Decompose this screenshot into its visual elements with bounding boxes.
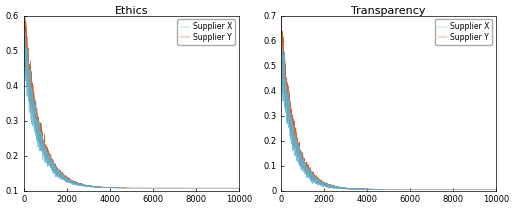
Supplier Y [291, 142, 297, 144]
Supplier Y [320, 184, 327, 187]
Supplier Y [33, 109, 40, 112]
Supplier X [193, 187, 199, 189]
Supplier Y [225, 187, 231, 189]
Supplier Y [126, 187, 132, 189]
Legend: Supplier X, Supplier Y: Supplier X, Supplier Y [435, 19, 492, 45]
Supplier Y [383, 188, 389, 190]
Supplier Y [22, 22, 28, 25]
Supplier X [287, 124, 293, 127]
Line: Supplier X: Supplier X [24, 24, 239, 188]
Supplier Y [29, 103, 36, 106]
Title: Transparency: Transparency [352, 5, 426, 16]
Supplier X [278, 62, 284, 64]
Line: Supplier X: Supplier X [281, 35, 496, 189]
Supplier Y [236, 187, 242, 189]
Supplier X [33, 118, 40, 120]
Supplier X [383, 188, 389, 190]
Supplier Y [278, 38, 284, 41]
Supplier X [21, 23, 27, 25]
Supplier X [279, 60, 285, 63]
Legend: Supplier X, Supplier Y: Supplier X, Supplier Y [177, 19, 235, 45]
Supplier Y [279, 33, 285, 35]
Line: Supplier Y: Supplier Y [281, 15, 496, 189]
Supplier Y [21, 20, 27, 22]
Supplier X [236, 187, 242, 189]
Supplier Y [278, 14, 284, 16]
Supplier X [22, 50, 28, 52]
Supplier X [63, 180, 69, 182]
Supplier X [482, 188, 488, 191]
Supplier Y [197, 187, 203, 189]
Supplier X [353, 188, 359, 191]
Line: Supplier Y: Supplier Y [24, 0, 239, 188]
Supplier Y [482, 188, 488, 191]
Supplier X [320, 185, 327, 187]
Supplier X [21, 22, 27, 25]
Supplier X [278, 34, 284, 37]
Supplier X [493, 188, 500, 191]
Supplier Y [63, 178, 69, 180]
Supplier Y [493, 188, 500, 191]
Supplier Y [287, 118, 293, 121]
Supplier X [29, 120, 36, 123]
Supplier X [291, 149, 297, 152]
Supplier Y [347, 188, 353, 191]
Supplier X [126, 187, 132, 189]
Title: Ethics: Ethics [114, 5, 148, 16]
Supplier X [225, 187, 231, 189]
